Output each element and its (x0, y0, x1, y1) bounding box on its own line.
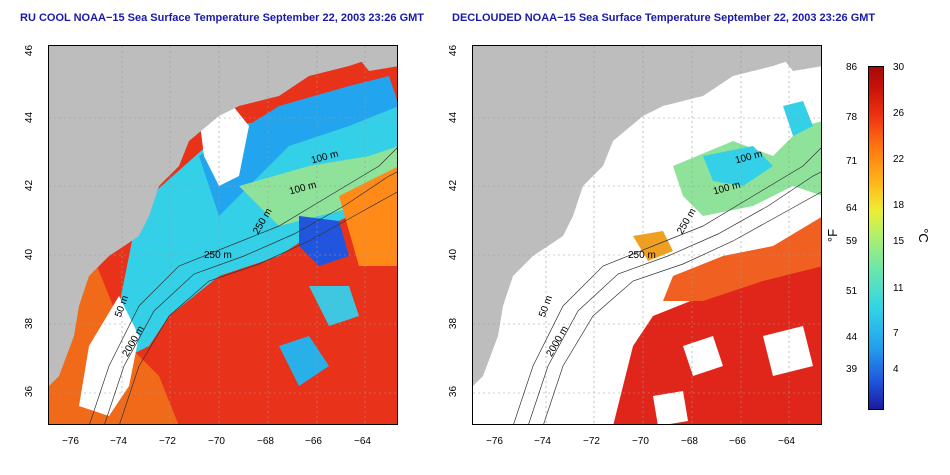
ocean-cool-patch (783, 101, 813, 136)
cloud-patch (683, 336, 723, 376)
lon-tick: −68 (257, 436, 274, 447)
right-map-canvas (473, 46, 821, 424)
lat-tick: 40 (24, 248, 36, 261)
lon-tick: −76 (486, 436, 503, 447)
lat-tick: 38 (448, 317, 460, 330)
contour-label-250m: 250 m (628, 250, 656, 261)
lat-tick: 42 (448, 179, 460, 192)
ocean-cold-water (199, 76, 397, 216)
colorbar-f-tick: 44 (846, 332, 858, 343)
colorbar-f-tick: 71 (846, 156, 858, 167)
ocean-cold-eddy (299, 216, 349, 266)
fahrenheit-unit-label: °F (825, 228, 841, 243)
temperature-colorbar (868, 66, 884, 410)
lat-tick: 36 (24, 385, 36, 398)
right-map-title: DECLOUDED NOAA−15 Sea Surface Temperatur… (452, 12, 876, 24)
ocean-warm-water (663, 217, 821, 301)
lon-tick: −74 (534, 436, 551, 447)
ocean-cool-patch (279, 336, 329, 386)
colorbar-c-tick: 18 (893, 200, 905, 211)
colorbar-f-tick: 51 (846, 286, 858, 297)
cloud-patch (79, 296, 139, 416)
left-map-title: RU COOL NOAA−15 Sea Surface Temperature … (20, 12, 425, 24)
north-america-land (473, 46, 813, 386)
lon-tick: −72 (583, 436, 600, 447)
lon-tick: −76 (62, 436, 79, 447)
lat-tick: 38 (24, 317, 36, 330)
colorbar-c-tick: 11 (893, 283, 904, 294)
lon-tick: −64 (778, 436, 795, 447)
colorbar-f-tick: 39 (846, 364, 858, 375)
celsius-unit-label: °C (915, 228, 931, 243)
lon-tick: −72 (159, 436, 176, 447)
lon-tick: −70 (208, 436, 225, 447)
colorbar-f-tick: 59 (846, 236, 858, 247)
colorbar-c-tick: 22 (893, 154, 905, 165)
colorbar-f-tick: 64 (846, 203, 858, 214)
colorbar-f-tick: 78 (846, 112, 858, 123)
ocean-warm-eddy (339, 167, 397, 266)
graticule (49, 46, 397, 424)
lon-tick: −74 (110, 436, 127, 447)
lon-tick: −64 (354, 436, 371, 447)
lat-tick: 36 (448, 385, 460, 398)
colorbar-f-tick: 86 (846, 62, 858, 73)
north-america-land (49, 46, 389, 386)
lon-tick: −68 (681, 436, 698, 447)
ocean-warm-water (613, 256, 821, 424)
lon-tick: −66 (729, 436, 746, 447)
bathymetry-contours (89, 147, 397, 424)
lon-tick: −70 (632, 436, 649, 447)
ocean-cool-patch (309, 286, 359, 326)
colorbar-c-tick: 30 (893, 62, 905, 73)
lat-tick: 46 (448, 44, 460, 57)
lat-tick: 46 (24, 44, 36, 57)
nova-scotia-land (773, 46, 821, 71)
lat-tick: 44 (448, 111, 460, 124)
left-sst-map: 100 m 100 m 250 m 250 m 50 m 2000 m (48, 45, 398, 425)
nova-scotia-land (349, 46, 397, 71)
contour-label-250m: 250 m (204, 250, 232, 261)
colorbar-c-tick: 26 (893, 108, 905, 119)
lat-tick: 44 (24, 111, 36, 124)
lat-tick: 42 (24, 179, 36, 192)
lat-tick: 40 (448, 248, 460, 261)
cloud-patch (653, 391, 688, 424)
lon-tick: −66 (305, 436, 322, 447)
right-sst-map: 100 m 100 m 250 m 250 m 50 m 2000 m (472, 45, 822, 425)
left-map-canvas (49, 46, 397, 424)
bathymetry-contours (513, 147, 821, 424)
graticule (473, 46, 821, 424)
colorbar-c-tick: 15 (893, 236, 905, 247)
ocean-cool-water (703, 146, 773, 186)
cloud-patch (763, 326, 813, 376)
colorbar-c-tick: 7 (893, 328, 899, 339)
colorbar-c-tick: 4 (893, 364, 899, 375)
